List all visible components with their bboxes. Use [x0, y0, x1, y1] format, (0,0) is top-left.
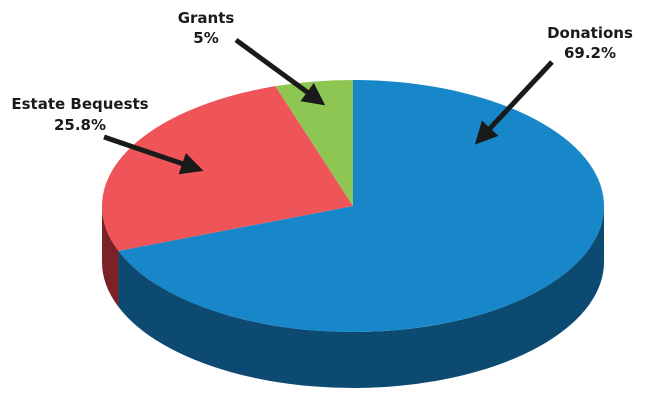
donations-value: 69.2%	[564, 44, 616, 62]
pie-top-faces	[102, 80, 604, 332]
pie-slice-estate-bequests	[102, 86, 353, 251]
donations-label: Donations	[547, 24, 633, 42]
grants-value: 5%	[193, 29, 218, 47]
pie-side-estate-bequests	[102, 206, 119, 307]
label-arrows	[103, 37, 554, 175]
slice-labels: Donations 69.2% Estate Bequests 25.8% Gr…	[11, 9, 633, 134]
grants-label: Grants	[178, 9, 235, 27]
donations-arrow	[474, 60, 554, 145]
pie-side-donations	[118, 206, 605, 389]
estate-bequests-label: Estate Bequests	[11, 95, 148, 113]
estate-bequests-value: 25.8%	[54, 116, 106, 134]
grants-arrow	[234, 37, 326, 106]
estate-bequests-arrow	[103, 134, 204, 175]
pie-slice-grants	[275, 80, 353, 206]
pie-side-walls	[102, 206, 605, 389]
